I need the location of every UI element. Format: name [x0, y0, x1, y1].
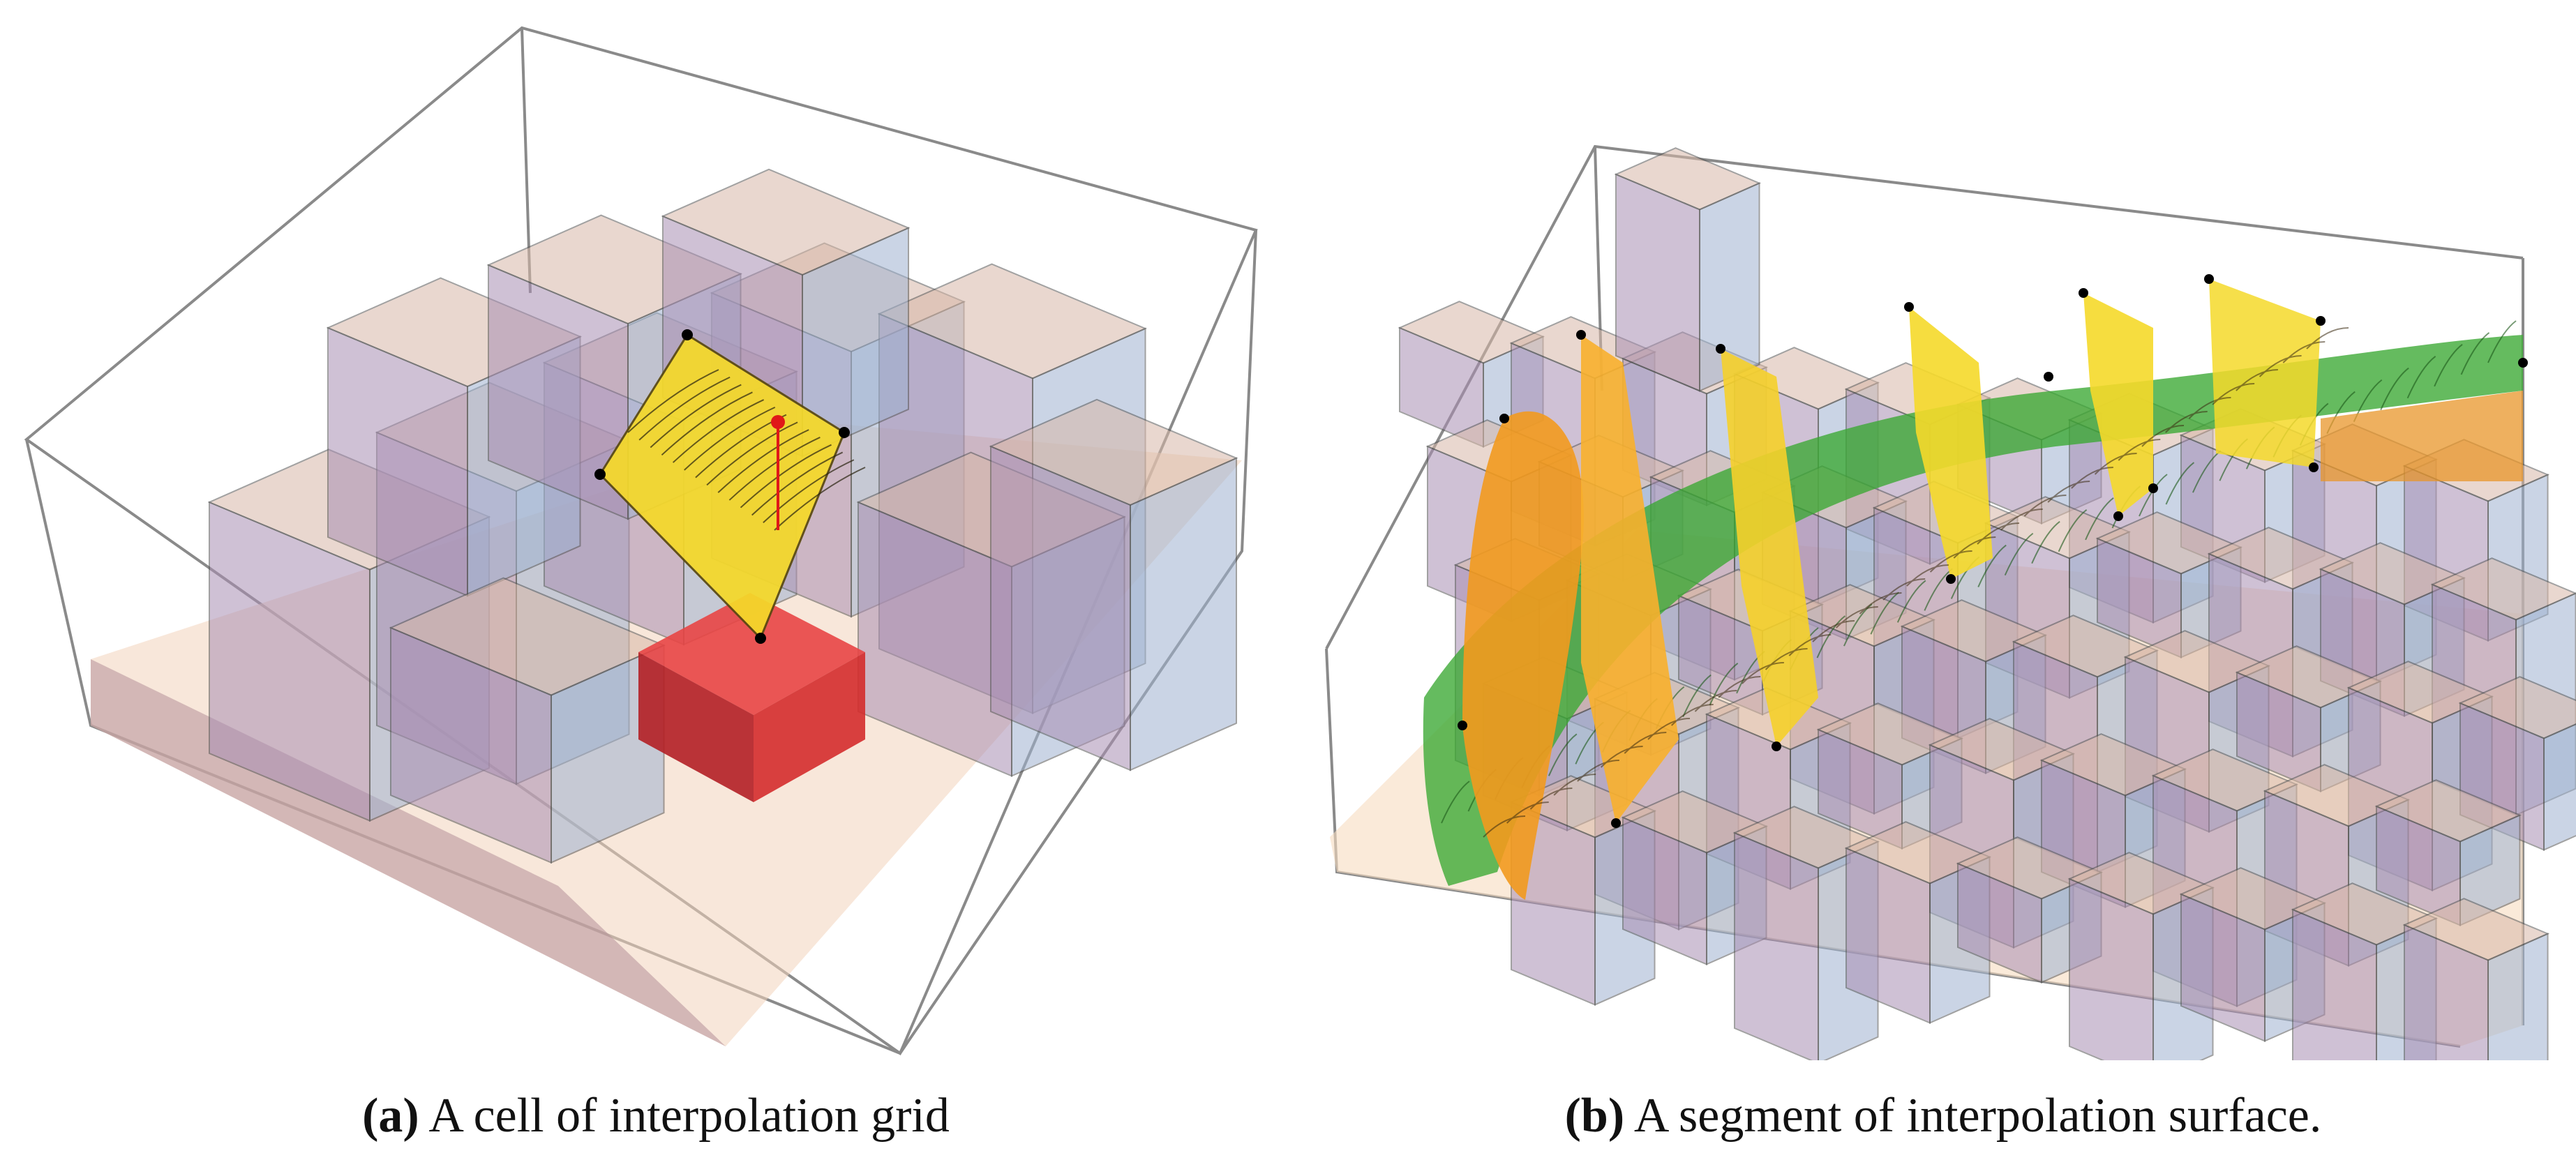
- grid-column: [1621, 790, 1769, 965]
- grid-point: [1499, 414, 1509, 423]
- panel-a-interpolation-grid-cell: [0, 0, 1288, 1060]
- grid-column: [2067, 852, 2215, 1060]
- grid-point: [1716, 344, 1725, 354]
- grid-point: [2309, 462, 2319, 472]
- panel-b-3d-render: [1325, 144, 2576, 1060]
- grid-point: [755, 633, 766, 644]
- grid-points: [594, 329, 850, 644]
- grid-column: [2402, 898, 2550, 1060]
- grid-column: [1614, 147, 1762, 392]
- grid-column: [989, 398, 1238, 771]
- caption-label: (b): [1564, 1089, 1625, 1143]
- panel-a-3d-render: [24, 26, 1258, 1056]
- query-point: [771, 415, 785, 429]
- grid-column: [389, 577, 666, 864]
- grid-point: [2518, 358, 2528, 368]
- orange-interpolation-surface: [1462, 279, 2523, 900]
- highlighted-cell: [638, 593, 865, 802]
- grid-point: [2044, 372, 2053, 382]
- grid-point: [682, 329, 693, 340]
- yellow-interpolation-patch: [599, 333, 866, 640]
- grid-points: [1458, 274, 2528, 828]
- grid-point: [1576, 330, 1586, 340]
- caption-panel-a: (a) A cell of interpolation grid: [362, 1088, 950, 1144]
- grid-column: [2235, 645, 2383, 792]
- grid-point: [1904, 302, 1914, 312]
- grid-point: [2316, 316, 2326, 326]
- grid-point: [2204, 274, 2214, 284]
- grid-point: [1611, 818, 1621, 828]
- grid-column: [2374, 779, 2522, 926]
- caption-text: A segment of interpolation surface.: [1633, 1089, 2322, 1143]
- grid-point: [1458, 721, 1467, 730]
- caption-text: A cell of interpolation grid: [428, 1089, 950, 1143]
- grid-point: [1772, 741, 1781, 751]
- grid-point: [594, 469, 606, 480]
- grid-point: [2148, 483, 2158, 493]
- caption-panel-b: (b) A segment of interpolation surface.: [1565, 1088, 2322, 1144]
- grid-point: [2113, 511, 2123, 521]
- grid-point: [839, 427, 850, 438]
- grid-point: [1946, 574, 1956, 584]
- grid-point: [2079, 288, 2088, 298]
- caption-label: (a): [362, 1089, 419, 1143]
- panel-b-interpolation-surface-segment: [1288, 0, 2576, 1060]
